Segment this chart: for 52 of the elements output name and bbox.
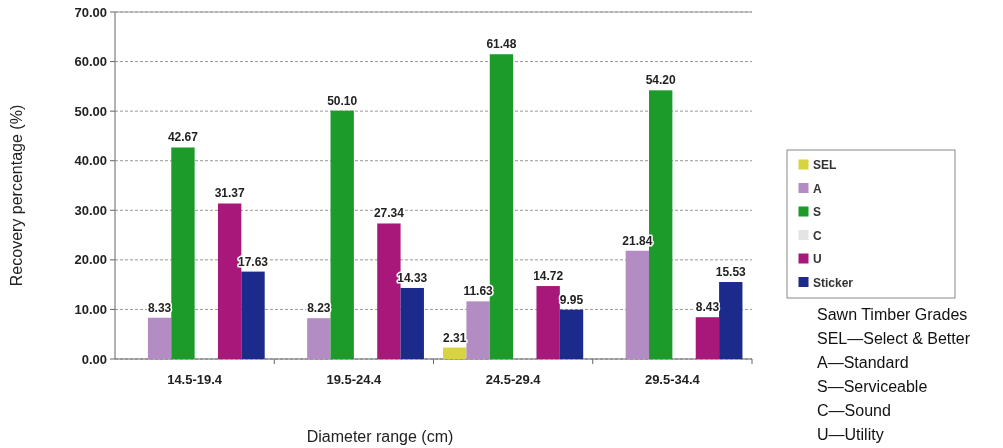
bar bbox=[625, 250, 650, 359]
data-label: 54.20 bbox=[645, 73, 677, 88]
data-label: 27.34 bbox=[373, 206, 405, 221]
x-tick-label: 19.5-24.4 bbox=[326, 372, 383, 387]
data-label: 61.48 bbox=[486, 37, 517, 52]
text: C—Sound bbox=[817, 402, 891, 419]
x-tick-label: 24.5-29.4 bbox=[485, 372, 542, 387]
data-label: 50.10 bbox=[327, 93, 358, 108]
y-tick-label: 50.00 bbox=[74, 103, 107, 119]
data-label: 8.43 bbox=[695, 300, 720, 315]
data-label: 8.23 bbox=[307, 301, 331, 316]
y-axis-title: Recovery percentage (%) bbox=[8, 104, 25, 287]
y-tick-label: 10.00 bbox=[74, 301, 107, 317]
legend-label: Sticker bbox=[813, 275, 854, 290]
y-tick-label: 70.00 bbox=[74, 4, 107, 20]
bar bbox=[536, 286, 560, 359]
data-label: 2.31 bbox=[443, 330, 467, 345]
data-label: 31.37 bbox=[214, 186, 245, 201]
y-tick-label: 40.00 bbox=[74, 153, 107, 169]
y-tick-label: 20.00 bbox=[74, 252, 107, 268]
bar bbox=[400, 287, 424, 359]
bar bbox=[559, 309, 584, 359]
data-label: 9.95 bbox=[559, 292, 584, 307]
data-label: 14.72 bbox=[533, 269, 564, 284]
data-label: 8.33 bbox=[147, 300, 172, 315]
bar bbox=[307, 318, 331, 359]
bar bbox=[330, 110, 354, 359]
x-tick-label: 14.5-19.4 bbox=[167, 372, 223, 387]
legend-label: SEL bbox=[813, 158, 837, 173]
legend-label: A bbox=[813, 181, 822, 196]
bar bbox=[466, 301, 490, 359]
y-tick-label: 60.00 bbox=[74, 54, 107, 70]
bar bbox=[171, 147, 195, 359]
legend-label: C bbox=[813, 228, 822, 243]
text: SEL—Select & Better bbox=[817, 330, 971, 347]
y-tick-label: 0.00 bbox=[81, 351, 107, 367]
data-label: 42.67 bbox=[167, 130, 199, 145]
legend-label: U bbox=[813, 252, 822, 267]
legend-label: S bbox=[813, 205, 822, 220]
bar bbox=[443, 347, 467, 359]
text: U—Utility bbox=[817, 426, 884, 443]
y-tick-label: 30.00 bbox=[74, 202, 107, 218]
x-tick-label: 29.5-34.4 bbox=[644, 372, 701, 387]
text: A—Standard bbox=[817, 354, 909, 371]
bar bbox=[147, 317, 172, 359]
bar bbox=[695, 317, 720, 359]
data-label: 15.53 bbox=[715, 265, 747, 280]
bar bbox=[719, 282, 743, 359]
bar bbox=[241, 271, 265, 359]
x-axis-title: Diameter range (cm) bbox=[306, 428, 454, 445]
text: S—Serviceable bbox=[817, 378, 928, 395]
text: Sawn Timber Grades bbox=[817, 306, 968, 323]
